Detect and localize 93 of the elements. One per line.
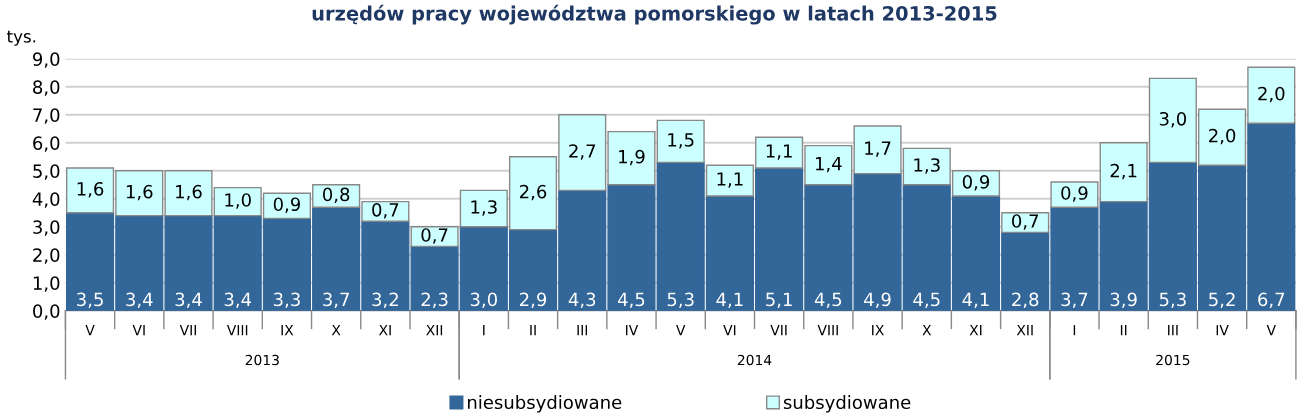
data-label: 2,6 <box>519 184 547 201</box>
data-label: 3,2 <box>372 292 398 309</box>
data-label: 3,5 <box>77 292 103 309</box>
data-label: 5,3 <box>667 292 694 309</box>
data-label: 3,4 <box>126 292 153 309</box>
data-label: 4,5 <box>814 292 842 309</box>
data-label: 3,3 <box>273 292 300 309</box>
x-tick-label: XII <box>1016 325 1033 336</box>
data-label: 3,9 <box>1110 292 1137 309</box>
x-tick-label: I <box>1073 325 1076 336</box>
x-tick-label: III <box>577 325 588 336</box>
data-label: 4,1 <box>962 292 989 309</box>
legend-label: subsydiowane <box>783 395 911 413</box>
data-label: 3,0 <box>470 292 497 309</box>
x-tick-label: IX <box>281 325 294 336</box>
x-tick-label: VIII <box>226 325 248 336</box>
x-tick-label: X <box>922 325 932 336</box>
y-tick-label: 4,0 <box>32 192 60 208</box>
data-label: 0,8 <box>322 187 350 204</box>
data-label: 3,7 <box>1061 292 1088 309</box>
legend-label: niesubsydiowane <box>468 395 622 413</box>
y-tick-label: 0,0 <box>33 304 60 320</box>
data-label: 0,7 <box>372 202 399 219</box>
x-tick-label: XI <box>378 325 391 336</box>
data-label: 0,9 <box>962 174 990 191</box>
data-label: 4,9 <box>864 292 891 309</box>
text: 2013 <box>245 354 279 366</box>
y-tick-label: 7,0 <box>33 108 60 124</box>
x-tick-label: VIII <box>817 325 838 336</box>
y-tick-label: 2,0 <box>33 248 60 264</box>
x-tick-label: II <box>1120 325 1127 336</box>
data-label: 2,8 <box>1012 292 1039 309</box>
text: 2015 <box>1156 354 1190 366</box>
data-label: 1,6 <box>77 181 104 198</box>
x-tick-label: XI <box>969 325 982 336</box>
data-label: 6,7 <box>1258 292 1285 309</box>
x-tick-label: IX <box>872 325 884 336</box>
data-label: 5,1 <box>766 292 792 309</box>
data-label: 4,3 <box>568 292 596 309</box>
data-label: 5,3 <box>1159 292 1186 309</box>
data-label: 3,0 <box>1159 111 1187 128</box>
x-tick-label: VII <box>770 325 787 336</box>
x-tick-label: X <box>331 325 341 336</box>
data-label: 2,9 <box>519 292 547 309</box>
data-label: 0,9 <box>273 197 301 213</box>
data-label: 1,0 <box>225 193 251 209</box>
x-tick-label: II <box>530 325 536 336</box>
data-label: 4,5 <box>913 292 940 309</box>
x-tick-label: III <box>1168 325 1178 336</box>
y-tick-label: 6,0 <box>33 136 60 152</box>
data-label: 1,6 <box>126 184 153 201</box>
data-label: 1,1 <box>766 144 792 160</box>
data-label: 3,7 <box>323 292 349 309</box>
data-label: 3,4 <box>224 292 252 309</box>
x-tick-label: XII <box>426 325 443 336</box>
data-label: 1,4 <box>815 157 842 173</box>
chart-title: urzędów pracy województwa pomorskiego w latach 2013-2015 <box>312 4 997 25</box>
x-tick-label: V <box>1266 325 1276 336</box>
data-label: 2,0 <box>1209 128 1236 145</box>
y-tick-label: 8,0 <box>33 80 60 96</box>
data-label: 1,3 <box>914 158 940 174</box>
y-tick-label: 9,0 <box>33 52 60 68</box>
data-label: 1,7 <box>865 141 891 157</box>
data-label: 1,5 <box>668 133 694 149</box>
data-label: 1,1 <box>717 172 743 188</box>
text: 2014 <box>737 354 772 366</box>
data-label: 3,4 <box>175 292 202 309</box>
x-tick-label: IV <box>626 325 639 336</box>
y-tick-label: 1,0 <box>33 276 60 292</box>
x-tick-label: VI <box>723 325 736 336</box>
x-tick-label: VII <box>179 325 196 336</box>
data-label: 4,1 <box>716 292 743 309</box>
data-label: 1,3 <box>471 200 497 216</box>
data-label: 2,1 <box>1110 163 1137 180</box>
data-label: 2,7 <box>569 144 596 160</box>
bar <box>1001 212 1050 234</box>
y-axis-title: tys. <box>6 30 36 46</box>
data-label: 2,0 <box>1258 86 1285 103</box>
y-tick-label: 5,0 <box>33 164 60 180</box>
x-tick-label: I <box>483 325 485 336</box>
data-label: 5,2 <box>1209 292 1235 309</box>
data-label: 0,7 <box>421 228 448 244</box>
x-tick-label: IV <box>1216 325 1229 336</box>
x-tick-label: VI <box>132 325 145 336</box>
data-label: 0,7 <box>1012 214 1039 230</box>
x-tick-label: V <box>85 325 95 336</box>
data-label: 2,3 <box>421 292 448 309</box>
y-tick-label: 3,0 <box>33 220 60 236</box>
x-tick-label: V <box>676 325 686 336</box>
data-label: 0,9 <box>1061 186 1088 202</box>
data-label: 1,9 <box>619 149 645 166</box>
data-label: 1,6 <box>176 184 202 201</box>
data-label: 4,5 <box>617 292 645 309</box>
